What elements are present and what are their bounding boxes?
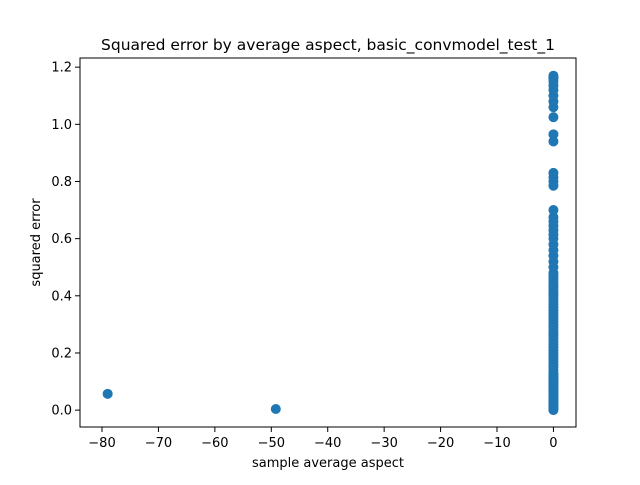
y-tick-label: 0.0 [51, 404, 72, 419]
x-tick-label: −80 [88, 436, 115, 451]
x-tick-label: −20 [427, 436, 454, 451]
y-axis-ticks: 0.0 0.2 0.4 0.6 0.8 1.0 1.2 [51, 61, 80, 419]
data-point [548, 136, 559, 147]
data-point [548, 205, 559, 216]
data-point [270, 403, 281, 414]
x-axis-ticks: −80 −70 −60 −50 −40 −30 −20 −10 0 [88, 427, 558, 451]
y-tick-label: 0.8 [51, 175, 72, 190]
x-tick-label: −10 [483, 436, 510, 451]
x-tick-label: 0 [549, 436, 557, 451]
x-axis-label: sample average aspect [252, 456, 404, 471]
data-point [548, 369, 559, 380]
data-point [548, 70, 559, 81]
x-tick-label: −60 [201, 436, 228, 451]
data-point [548, 129, 559, 140]
chart-title: Squared error by average aspect, basic_c… [101, 36, 555, 55]
data-points [102, 70, 559, 416]
y-tick-label: 0.4 [51, 289, 72, 304]
data-point [548, 212, 559, 223]
x-tick-label: −40 [314, 436, 341, 451]
y-tick-label: 1.0 [51, 118, 72, 133]
x-tick-label: −50 [258, 436, 285, 451]
y-tick-label: 0.2 [51, 346, 72, 361]
y-tick-label: 1.2 [51, 61, 72, 76]
data-point [102, 388, 113, 399]
data-point [548, 167, 559, 178]
x-tick-label: −30 [370, 436, 397, 451]
y-axis-label: squared error [29, 198, 44, 287]
data-point [548, 112, 559, 123]
x-tick-label: −70 [145, 436, 172, 451]
plot-area-frame [79, 57, 577, 428]
y-tick-label: 0.6 [51, 232, 72, 247]
